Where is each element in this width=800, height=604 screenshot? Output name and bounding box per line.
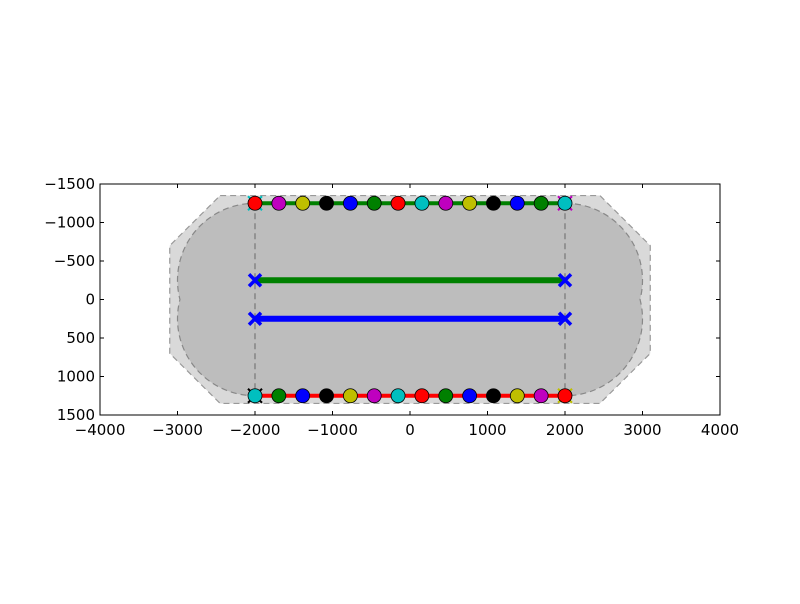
x-tick-label: 3000: [623, 421, 661, 439]
x-marker: [247, 311, 263, 326]
circle-marker: [319, 388, 334, 404]
circle-marker: [438, 195, 454, 211]
circle-marker: [342, 388, 358, 404]
y-tick-label: −500: [54, 252, 95, 270]
y-tick-label: 500: [66, 329, 95, 347]
circle-marker: [366, 388, 382, 404]
x-tick-label: −3000: [152, 421, 203, 439]
x-tick-label: 4000: [701, 421, 739, 439]
circle-marker: [509, 195, 525, 211]
circle-marker: [271, 195, 287, 211]
x-tick-label: 2000: [546, 421, 584, 439]
circle-marker: [414, 388, 430, 404]
circle-marker: [486, 388, 501, 404]
circle-marker: [438, 388, 454, 404]
circle-marker: [295, 195, 311, 211]
marks: [247, 195, 573, 404]
y-tick-label: 1500: [57, 406, 95, 424]
circle-marker: [366, 195, 382, 211]
circle-marker: [462, 195, 478, 211]
circle-marker: [533, 388, 549, 404]
circle-marker: [462, 388, 478, 404]
circle-marker: [509, 388, 525, 404]
x-marker: [557, 273, 573, 288]
ticks: −4000 −3000 −2000 −1000 0 1000 2000 3000 4000 −15…: [44, 175, 739, 439]
y-tick-label: 1000: [57, 368, 95, 386]
x-tick-label: −2000: [230, 421, 281, 439]
circle-marker: [557, 388, 573, 404]
circle-marker: [486, 195, 501, 211]
circle-marker: [342, 195, 358, 211]
circle-marker: [271, 388, 287, 404]
y-tick-label: 0: [85, 291, 95, 309]
circle-marker: [414, 195, 430, 211]
x-tick-label: −4000: [75, 421, 126, 439]
regions: [169, 194, 651, 405]
x-marker: [557, 311, 573, 326]
circle-marker: [247, 388, 263, 404]
buffer-region: [176, 202, 644, 397]
x-tick-label: 0: [405, 421, 415, 439]
y-tick-label: −1500: [44, 175, 95, 193]
x-marker: [247, 273, 263, 288]
x-tick-label: −1000: [307, 421, 358, 439]
x-tick-label: 1000: [468, 421, 506, 439]
circle-marker: [390, 195, 406, 211]
circle-marker: [533, 195, 549, 211]
circle-marker: [247, 195, 263, 211]
circle-marker: [557, 195, 573, 211]
circle-marker: [295, 388, 311, 404]
circle-marker: [319, 195, 334, 211]
y-tick-label: −1000: [44, 214, 95, 232]
circle-marker: [390, 388, 406, 404]
